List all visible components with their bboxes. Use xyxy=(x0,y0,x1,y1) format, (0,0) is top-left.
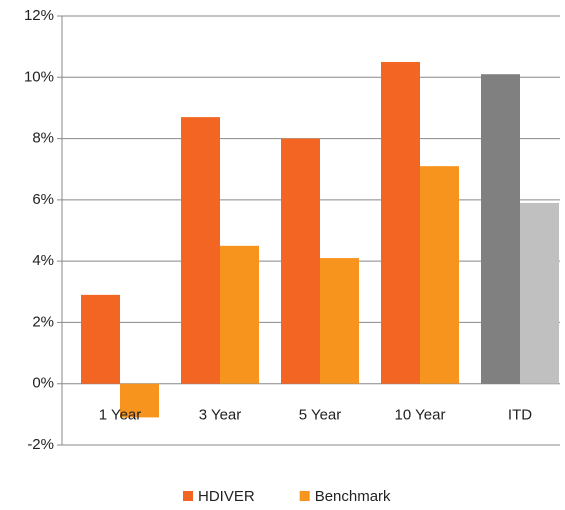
bar xyxy=(181,117,220,384)
y-tick-label: 10% xyxy=(24,68,54,85)
y-tick-label: -2% xyxy=(27,436,54,453)
x-tick-label: 3 Year xyxy=(199,407,242,424)
bar xyxy=(481,74,520,384)
bar xyxy=(381,61,420,384)
bar xyxy=(120,383,159,418)
y-tick-label: 8% xyxy=(32,130,54,147)
y-tick-label: 0% xyxy=(32,375,54,392)
legend-swatch xyxy=(183,491,193,501)
bar xyxy=(81,294,120,384)
x-tick-label: ITD xyxy=(508,407,532,424)
legend-swatch xyxy=(299,491,310,501)
x-tick-label: 1 Year xyxy=(99,407,142,424)
bar xyxy=(520,202,559,384)
y-tick-label: 6% xyxy=(32,191,54,208)
x-tick-label: 10 Year xyxy=(395,407,446,424)
bar xyxy=(281,138,320,384)
y-tick-label: 4% xyxy=(32,252,54,269)
legend-label: HDIVER xyxy=(198,488,255,505)
x-tick-label: 5 Year xyxy=(299,407,342,424)
bar xyxy=(320,258,359,384)
bar xyxy=(420,166,459,384)
y-tick-label: 2% xyxy=(32,313,54,330)
legend-label: Benchmark xyxy=(315,488,391,505)
bar xyxy=(220,245,259,384)
y-tick-label: 12% xyxy=(24,7,54,24)
